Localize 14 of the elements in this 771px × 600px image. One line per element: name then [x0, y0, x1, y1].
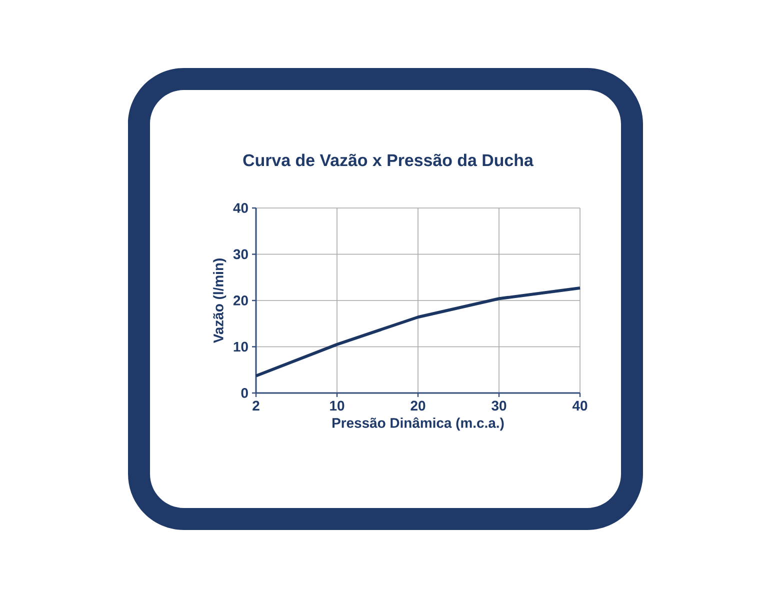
x-tick-label: 30	[492, 400, 506, 411]
x-tick-label: 2	[252, 400, 260, 411]
x-tick-label: 40	[572, 400, 588, 411]
y-tick-label: 20	[233, 296, 248, 306]
y-axis-title: Vazão (l/min)	[213, 258, 226, 344]
y-tick-label: 10	[234, 342, 248, 352]
x-tick-label: 10	[330, 400, 344, 411]
y-tick-label: 30	[233, 249, 248, 260]
x-axis-title: Pressão Dinâmica (m.c.a.)	[332, 417, 504, 431]
y-tick-label: 0	[241, 388, 248, 398]
x-tick-label: 20	[410, 400, 426, 411]
chart-title: Curva de Vazão x Pressão da Ducha	[243, 154, 534, 166]
line-series	[254, 286, 582, 378]
y-tick-label: 40	[233, 203, 248, 213]
